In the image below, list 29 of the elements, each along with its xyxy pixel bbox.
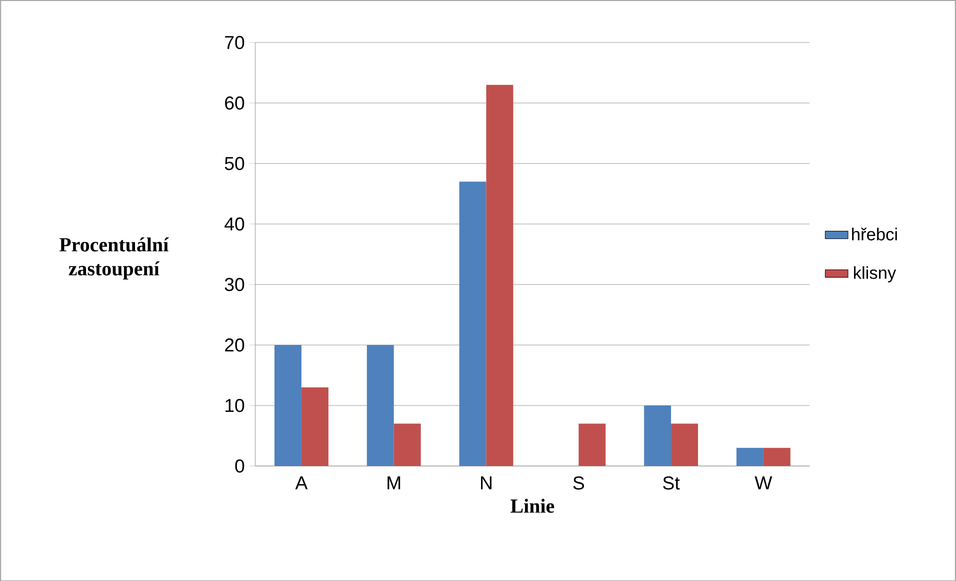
y-axis-title: Procentuální zastoupení: [59, 237, 169, 280]
bar: [578, 423, 606, 466]
bar: [459, 181, 486, 466]
bar: [763, 448, 790, 466]
bar: [301, 387, 328, 466]
bar: [671, 423, 698, 466]
x-tick-label: M: [388, 476, 400, 490]
y-tick-label: 30: [224, 278, 244, 291]
y-tick-label: 60: [225, 96, 244, 110]
x-tick-label: N: [481, 476, 492, 490]
x-tick-label: W: [754, 476, 772, 490]
y-tick-label: 40: [224, 217, 244, 230]
bar: [486, 84, 514, 466]
x-tick-label: S: [573, 476, 584, 490]
x-axis-title: Linie: [510, 498, 554, 513]
y-tick-label: 0: [235, 459, 244, 472]
bar: [394, 423, 421, 466]
y-tick-label: 70: [225, 36, 244, 49]
y-tick-label: 50: [224, 156, 244, 170]
legend-label: klisny: [854, 266, 896, 282]
bar: [644, 405, 672, 466]
y-tick-label: 20: [225, 338, 244, 352]
bar: [274, 344, 302, 466]
bar: [736, 448, 764, 466]
y-tick-label: 10: [226, 398, 244, 412]
legend-label: hřebci: [852, 227, 897, 240]
x-tick-label: A: [295, 476, 308, 490]
bar: [366, 344, 394, 466]
x-tick-label: St: [663, 476, 680, 490]
